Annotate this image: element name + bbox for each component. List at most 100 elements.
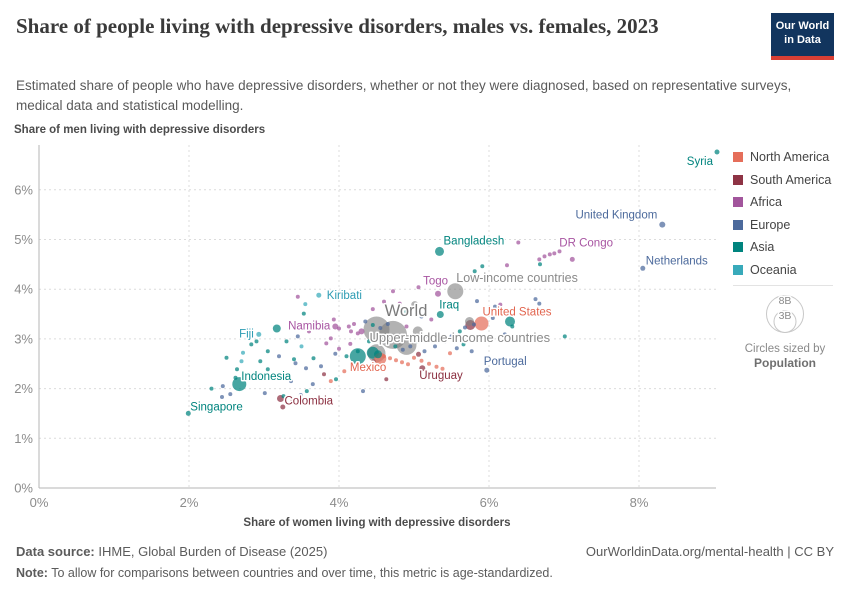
data-point[interactable]: [465, 317, 474, 326]
data-point[interactable]: [429, 317, 434, 322]
data-point[interactable]: [434, 364, 439, 369]
data-point[interactable]: [281, 394, 286, 399]
data-point[interactable]: [533, 297, 538, 302]
data-point[interactable]: [384, 377, 389, 382]
data-point[interactable]: [293, 361, 298, 366]
data-point[interactable]: [220, 384, 225, 389]
data-point[interactable]: [391, 289, 395, 294]
data-point[interactable]: [239, 359, 244, 364]
data-point[interactable]: [416, 285, 421, 290]
data-point-low-income-countries[interactable]: [447, 283, 464, 300]
data-point[interactable]: [355, 349, 360, 354]
data-point[interactable]: [265, 367, 270, 372]
data-point[interactable]: [209, 386, 214, 391]
data-point[interactable]: [378, 326, 383, 330]
data-point[interactable]: [349, 329, 353, 334]
data-point[interactable]: [416, 351, 421, 357]
data-point[interactable]: [358, 328, 365, 335]
data-point[interactable]: [349, 348, 366, 365]
data-point[interactable]: [469, 349, 474, 354]
data-point[interactable]: [249, 342, 254, 347]
data-point[interactable]: [228, 392, 233, 397]
data-point[interactable]: [284, 339, 289, 344]
data-point[interactable]: [419, 314, 424, 319]
data-point-iraq[interactable]: [436, 311, 444, 318]
data-point[interactable]: [355, 331, 360, 336]
data-point[interactable]: [419, 358, 424, 363]
data-point[interactable]: [319, 364, 323, 369]
data-point[interactable]: [307, 329, 311, 334]
data-point-united-states[interactable]: [474, 316, 489, 331]
data-point[interactable]: [256, 376, 261, 381]
data-point[interactable]: [382, 339, 386, 344]
data-point-portugal[interactable]: [484, 367, 490, 373]
data-point[interactable]: [475, 299, 479, 304]
data-point-namibia[interactable]: [332, 323, 339, 330]
data-point[interactable]: [254, 339, 259, 344]
data-point[interactable]: [537, 301, 542, 306]
legend-item-europe[interactable]: Europe: [733, 218, 839, 232]
data-point[interactable]: [304, 389, 309, 394]
owid-logo[interactable]: Our World in Data: [771, 13, 834, 60]
data-point-indonesia[interactable]: [232, 377, 247, 392]
data-point[interactable]: [311, 356, 316, 361]
data-point[interactable]: [241, 350, 245, 355]
data-point[interactable]: [454, 346, 459, 351]
data-point[interactable]: [277, 354, 281, 359]
data-point[interactable]: [324, 341, 329, 346]
data-point[interactable]: [490, 316, 495, 320]
legend-item-oceania[interactable]: Oceania: [733, 263, 839, 277]
data-point[interactable]: [498, 302, 503, 307]
data-point-kiribati[interactable]: [316, 292, 322, 298]
data-point[interactable]: [547, 252, 552, 257]
data-point[interactable]: [411, 301, 419, 309]
data-point[interactable]: [557, 249, 562, 254]
data-point-togo[interactable]: [435, 290, 441, 297]
data-point[interactable]: [404, 309, 409, 314]
data-point[interactable]: [538, 262, 542, 267]
data-point[interactable]: [412, 326, 423, 337]
data-point[interactable]: [448, 351, 452, 356]
data-point[interactable]: [385, 322, 390, 326]
data-point[interactable]: [344, 354, 349, 359]
data-point-syria[interactable]: [714, 149, 720, 155]
data-point[interactable]: [352, 322, 356, 326]
data-point[interactable]: [433, 344, 437, 349]
data-point[interactable]: [505, 263, 509, 268]
data-point[interactable]: [412, 355, 416, 360]
data-point[interactable]: [235, 367, 239, 372]
legend-item-africa[interactable]: Africa: [733, 195, 839, 209]
scatter-plot[interactable]: 0% 1% 2% 3% 4% 5% 6% 0% 2% 4% 6% 8% Share of women l…: [0, 140, 730, 540]
legend-item-asia[interactable]: Asia: [733, 240, 839, 254]
data-point[interactable]: [289, 379, 293, 384]
data-point[interactable]: [505, 316, 515, 327]
data-point[interactable]: [472, 269, 477, 274]
data-point[interactable]: [382, 299, 386, 304]
data-point[interactable]: [258, 359, 263, 364]
data-point[interactable]: [370, 323, 375, 327]
data-point[interactable]: [422, 349, 427, 354]
data-point[interactable]: [374, 350, 382, 359]
data-point[interactable]: [510, 324, 515, 329]
data-point[interactable]: [328, 336, 333, 341]
data-point[interactable]: [427, 361, 431, 366]
data-point[interactable]: [363, 316, 390, 343]
data-point[interactable]: [295, 294, 300, 299]
data-point[interactable]: [233, 375, 238, 380]
data-point[interactable]: [220, 395, 224, 399]
data-point[interactable]: [337, 346, 341, 351]
data-point[interactable]: [382, 354, 386, 359]
data-point[interactable]: [400, 347, 405, 352]
data-point[interactable]: [472, 322, 476, 327]
data-point[interactable]: [322, 372, 326, 377]
data-point[interactable]: [272, 324, 281, 333]
data-point[interactable]: [342, 369, 347, 374]
data-point[interactable]: [224, 355, 229, 360]
data-point[interactable]: [367, 339, 371, 344]
data-point[interactable]: [400, 360, 404, 365]
data-point[interactable]: [449, 334, 454, 339]
data-point[interactable]: [245, 372, 250, 377]
data-point[interactable]: [334, 377, 338, 382]
data-point[interactable]: [552, 251, 557, 256]
data-point[interactable]: [310, 382, 315, 387]
